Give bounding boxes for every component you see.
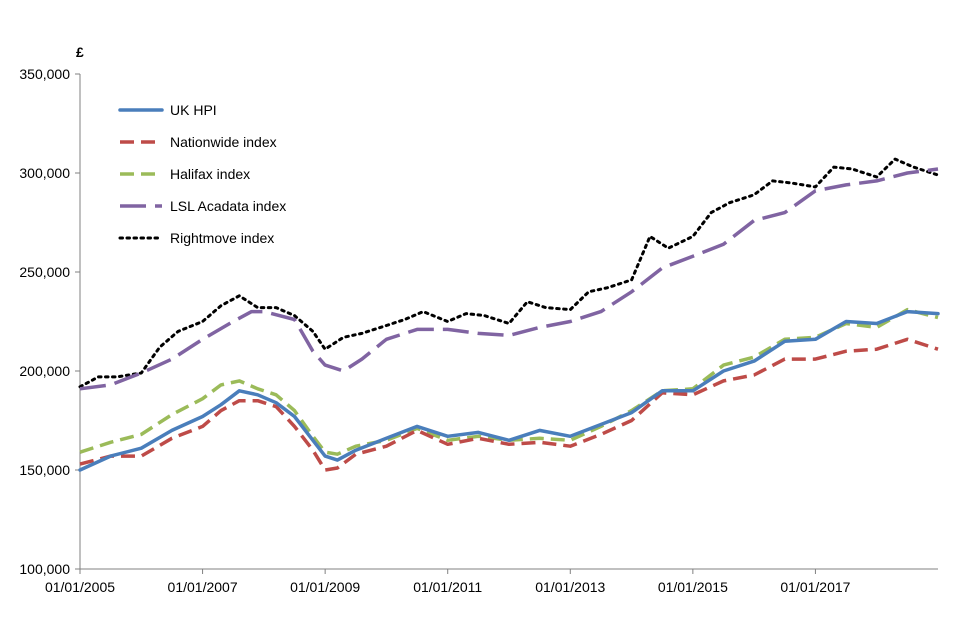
legend-label-uk-hpi: UK HPI: [170, 102, 217, 118]
y-tick-label: 150,000: [19, 462, 70, 478]
y-axis-ticks: 100,000 150,000 200,000 250,000 300,000 350,0…: [19, 66, 80, 577]
x-axis-ticks: 01/01/2005 01/01/2007 01/01/2009 01/01/2011…: [45, 569, 851, 595]
series-line-halifax-index: [79, 307, 939, 456]
y-tick-label: 100,000: [19, 561, 70, 577]
series-line-nationwide-index: [79, 337, 939, 472]
x-tick-label: 01/01/2015: [658, 579, 728, 595]
legend-label-lsl-acadata-index: LSL Acadata index: [170, 198, 286, 214]
y-tick-label: 250,000: [19, 264, 70, 280]
legend-label-halifax-index: Halifax index: [170, 166, 250, 182]
y-tick-label: 200,000: [19, 363, 70, 379]
x-tick-label: 01/01/2017: [780, 579, 850, 595]
series-layer: [78, 157, 940, 472]
x-tick-label: 01/01/2007: [168, 579, 238, 595]
x-tick-label: 01/01/2013: [535, 579, 605, 595]
legend-label-rightmove-index: Rightmove index: [170, 230, 274, 246]
y-axis-unit-label: £: [76, 44, 84, 60]
legend: UK HPI Nationwide index Halifax index LSL A…: [118, 102, 286, 246]
series-line-uk-hpi: [78, 309, 940, 472]
x-tick-label: 01/01/2011: [413, 579, 482, 595]
axes: [79, 74, 938, 570]
x-tick-label: 01/01/2009: [290, 579, 360, 595]
series-line-lsl-acadata-index: [79, 167, 939, 391]
series-line-rightmove-index: [78, 157, 940, 389]
legend-label-nationwide-index: Nationwide index: [170, 134, 277, 150]
y-tick-label: 300,000: [19, 165, 70, 181]
x-tick-label: 01/01/2005: [45, 579, 115, 595]
y-tick-label: 350,000: [19, 66, 70, 82]
